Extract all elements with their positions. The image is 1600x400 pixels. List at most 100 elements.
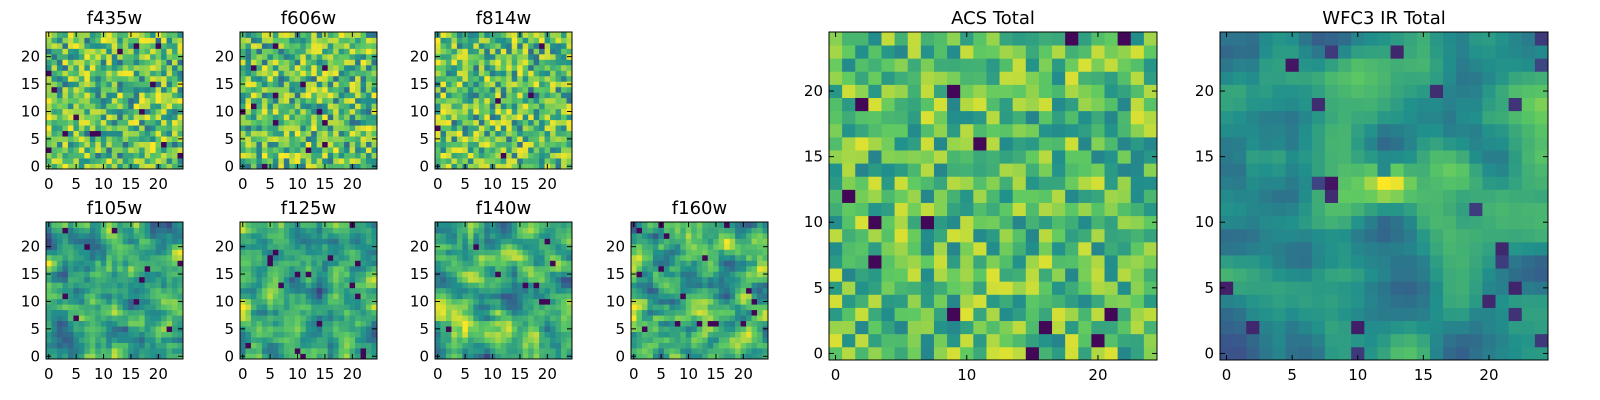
heatmap-cell: [669, 260, 676, 267]
heatmap-cell: [999, 150, 1014, 164]
heatmap-cell: [106, 337, 113, 343]
heatmap-cell: [150, 353, 156, 360]
heatmap-cell: [56, 282, 63, 289]
heatmap-cell: [283, 70, 290, 77]
x-tick-label: 0: [238, 365, 248, 383]
heatmap-cell: [106, 293, 113, 300]
heatmap-cell: [1104, 346, 1119, 361]
heatmap-cell: [561, 238, 567, 245]
heatmap-cell: [1117, 307, 1132, 322]
heatmap-cell: [256, 125, 263, 132]
heatmap-cell: [111, 147, 118, 153]
heatmap-cell: [100, 254, 107, 261]
heatmap-cell: [489, 260, 496, 267]
heatmap-cell: [467, 136, 474, 142]
heatmap-cell: [566, 48, 573, 55]
heatmap-cell: [680, 337, 687, 343]
heatmap-cell: [250, 265, 257, 272]
heatmap-cell: [322, 86, 329, 93]
heatmap-cell: [311, 42, 318, 49]
heatmap-cell: [691, 232, 698, 239]
heatmap-cell: [440, 64, 447, 71]
heatmap-cell: [484, 32, 491, 38]
heatmap-cell: [294, 304, 301, 311]
heatmap-cell: [894, 150, 909, 164]
heatmap-cell: [696, 227, 703, 234]
heatmap-cell: [735, 293, 741, 300]
heatmap-cell: [445, 249, 452, 256]
heatmap-cell: [451, 37, 458, 44]
heatmap-cell: [100, 276, 107, 283]
heatmap-cell: [333, 64, 340, 71]
heatmap-cell: [344, 309, 350, 316]
heatmap-cell: [740, 232, 747, 239]
heatmap-cell: [51, 64, 58, 71]
heatmap-cell: [73, 114, 80, 121]
heatmap-cell: [261, 326, 268, 332]
heatmap-cell: [555, 304, 562, 311]
heatmap-cell: [78, 331, 85, 338]
heatmap-cell: [528, 326, 535, 332]
heatmap-cell: [67, 32, 74, 38]
heatmap-cell: [713, 254, 720, 261]
heatmap-cell: [272, 70, 279, 77]
heatmap-cell: [172, 282, 178, 289]
heatmap-cell: [517, 254, 524, 261]
heatmap-cell: [696, 298, 703, 305]
heatmap-cell: [128, 141, 135, 148]
heatmap-cell: [261, 152, 268, 159]
heatmap-cell: [128, 249, 135, 256]
heatmap-cell: [338, 152, 345, 159]
heatmap-cell: [631, 315, 637, 322]
heatmap-cell: [89, 59, 96, 66]
heatmap-cell: [440, 326, 447, 332]
heatmap-cell: [245, 222, 252, 228]
heatmap-cell: [539, 53, 545, 60]
heatmap-cell: [355, 48, 361, 55]
heatmap-cell: [467, 227, 474, 234]
heatmap-cell: [522, 86, 529, 93]
heatmap-cell: [829, 176, 843, 190]
heatmap-cell: [360, 103, 367, 110]
heatmap-cell: [506, 232, 513, 239]
heatmap-cell: [544, 293, 551, 300]
heatmap-cell: [267, 108, 274, 115]
heatmap-cell: [106, 70, 113, 77]
heatmap-cell: [636, 227, 643, 234]
heatmap-cell: [294, 326, 301, 332]
heatmap-cell: [51, 304, 58, 311]
heatmap-cell: [528, 309, 535, 316]
heatmap-cell: [155, 119, 162, 126]
heatmap-cell: [111, 309, 118, 316]
heatmap-cell: [89, 342, 96, 349]
heatmap-cell: [451, 130, 458, 137]
heatmap-cell: [122, 70, 129, 77]
heatmap-cell: [122, 81, 129, 88]
heatmap-cell: [881, 150, 895, 164]
heatmap-cell: [999, 215, 1014, 230]
heatmap-cell: [533, 125, 540, 132]
heatmap-cell: [144, 59, 151, 66]
heatmap-cell: [161, 254, 167, 261]
heatmap-cell: [445, 130, 452, 137]
heatmap-cell: [150, 298, 156, 305]
heatmap-cell: [881, 294, 895, 308]
heatmap-cell: [327, 97, 334, 104]
heatmap-cell: [338, 97, 345, 104]
heatmap-cell: [139, 53, 146, 60]
heatmap-cell: [522, 37, 529, 44]
heatmap-cell: [267, 152, 274, 159]
heatmap-cell: [144, 152, 151, 159]
heatmap-cell: [473, 254, 480, 261]
heatmap-cell: [133, 163, 140, 170]
heatmap-cell: [440, 37, 447, 44]
heatmap-cell: [344, 75, 350, 82]
heatmap-cell: [685, 282, 692, 289]
heatmap-cell: [122, 265, 129, 272]
heatmap-cell: [707, 326, 714, 332]
heatmap-cell: [106, 42, 113, 49]
heatmap-cell: [484, 304, 491, 311]
heatmap-cell: [484, 48, 491, 55]
heatmap-cell: [355, 59, 361, 66]
heatmap-cell: [506, 243, 513, 250]
